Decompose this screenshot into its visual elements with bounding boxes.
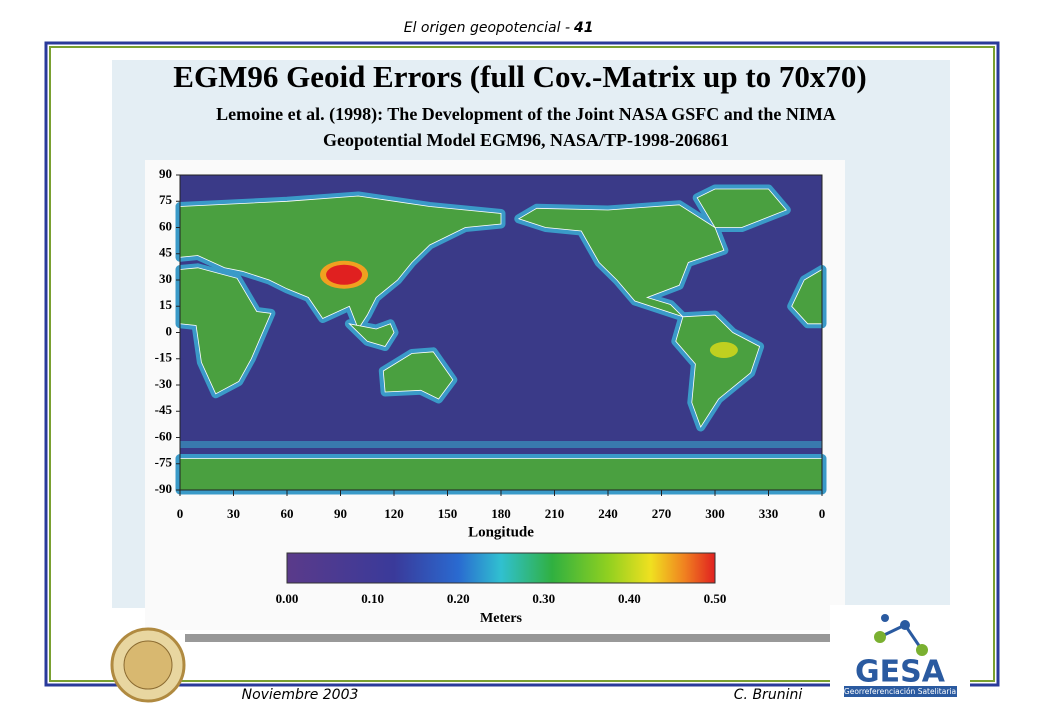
colorbar-tick-label: 0.00 xyxy=(276,591,299,606)
x-tick-label: 300 xyxy=(705,506,725,521)
land xyxy=(179,458,823,491)
land xyxy=(348,323,395,347)
colorbar-tick-label: 0.30 xyxy=(532,591,555,606)
y-tick-label: -15 xyxy=(155,350,173,365)
figure-subtitle: Geopotential Model EGM96, NASA/TP-1998-2… xyxy=(323,130,729,150)
footer-author: C. Brunini xyxy=(734,687,803,703)
figure-title: EGM96 Geoid Errors (full Cov.-Matrix up … xyxy=(173,59,866,94)
header-page: 41 xyxy=(573,20,593,36)
x-tick-label: 150 xyxy=(438,506,458,521)
logo-tagline: Georreferenciación Satelitaria xyxy=(844,687,956,696)
y-tick-label: -75 xyxy=(155,455,173,470)
antarctic-band xyxy=(180,441,822,448)
colorbar-label: Meters xyxy=(480,611,523,626)
x-tick-label: 180 xyxy=(491,506,511,521)
y-tick-label: -60 xyxy=(155,428,172,443)
land xyxy=(179,267,272,395)
x-tick-label: 210 xyxy=(545,506,565,521)
x-tick-label: 30 xyxy=(227,506,240,521)
x-tick-label: 330 xyxy=(759,506,779,521)
high-error-zone xyxy=(326,264,363,285)
x-tick-label: 60 xyxy=(281,506,294,521)
colorbar-tick-label: 0.50 xyxy=(704,591,727,606)
x-tick-label: 0 xyxy=(177,506,184,521)
shadow xyxy=(185,634,830,642)
y-tick-label: 60 xyxy=(159,218,172,233)
x-axis-label: Longitude xyxy=(468,524,534,540)
header-title: El origen geopotencial - xyxy=(404,20,570,36)
frame-inner xyxy=(49,46,995,682)
y-tick-label: -30 xyxy=(155,376,172,391)
frame-outer xyxy=(44,41,1000,687)
y-tick-label: 90 xyxy=(159,166,172,181)
map-land xyxy=(175,184,827,495)
land xyxy=(696,188,787,228)
colorbar-tick-label: 0.20 xyxy=(447,591,470,606)
colorbar-tick-label: 0.40 xyxy=(618,591,641,606)
y-tick-label: -45 xyxy=(155,402,173,417)
land xyxy=(517,204,725,318)
gesa-logo: GESA Georreferenciación Satelitaria xyxy=(830,605,970,710)
y-tick-label: -90 xyxy=(155,481,172,496)
y-tick-label: 30 xyxy=(159,271,172,286)
seal-logo xyxy=(110,627,186,703)
x-tick-label: 90 xyxy=(334,506,347,521)
y-tick-label: 15 xyxy=(159,297,173,312)
high-error-zone xyxy=(709,342,738,358)
footer-date: Noviembre 2003 xyxy=(242,687,359,703)
y-tick-label: 75 xyxy=(159,192,173,207)
colorbar-tick-label: 0.10 xyxy=(361,591,384,606)
logo-name: GESA xyxy=(855,655,946,690)
x-tick-label: 240 xyxy=(598,506,618,521)
figure-subtitle: Lemoine et al. (1998): The Development o… xyxy=(216,104,836,125)
x-tick-label: 0 xyxy=(819,506,826,521)
colorbar xyxy=(286,552,716,584)
land xyxy=(382,351,454,400)
y-tick-label: 0 xyxy=(166,323,173,338)
x-tick-label: 270 xyxy=(652,506,672,521)
land xyxy=(675,314,761,428)
x-tick-label: 120 xyxy=(384,506,404,521)
y-tick-label: 45 xyxy=(159,245,173,260)
